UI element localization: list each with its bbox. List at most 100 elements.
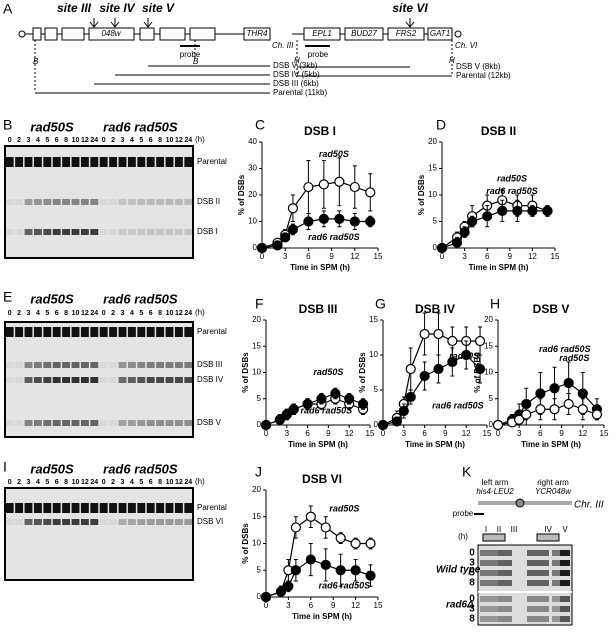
x-tick-label: 0: [496, 429, 501, 438]
panel-label: I: [3, 459, 7, 475]
gel-band: [165, 327, 174, 337]
gel-band: [109, 229, 118, 235]
series-label: rad50S: [497, 173, 527, 183]
lane-label: 12: [81, 137, 89, 144]
gel-band: [165, 420, 174, 426]
y-tick-label: 0: [257, 592, 262, 601]
gel-band: [118, 199, 127, 205]
gel-band: [498, 616, 512, 622]
y-tick-label: 15: [484, 341, 493, 350]
data-point: [303, 181, 314, 193]
data-point: [377, 419, 389, 431]
gel-band: [552, 580, 560, 586]
unit-label: (h): [195, 308, 205, 317]
gel-band: [109, 519, 118, 525]
gel-band: [90, 503, 99, 513]
panel-label: B: [3, 117, 12, 133]
y-tick-label: 20: [248, 190, 257, 199]
lane-label: 5: [139, 479, 143, 486]
lane-label: 24: [184, 479, 192, 486]
lane-label: 10: [166, 479, 174, 486]
gel-band: [5, 327, 14, 337]
data-point: [527, 205, 538, 216]
gel-band: [90, 199, 99, 205]
data-point: [335, 565, 346, 576]
strain-label: rad6 rad50S: [103, 291, 178, 306]
gel-band: [560, 580, 570, 586]
gel-band: [560, 616, 570, 622]
gel-band: [33, 519, 42, 525]
gel-band: [127, 199, 136, 205]
gel-band: [184, 362, 193, 368]
data-point: [459, 227, 470, 238]
gel-band: [5, 377, 14, 383]
strain-label: rad50S: [30, 119, 74, 134]
gel-band: [109, 327, 118, 337]
data-point: [482, 211, 493, 222]
gel-band: [33, 420, 42, 426]
x-tick-label: 0: [264, 429, 269, 438]
gel-band: [90, 229, 99, 235]
lane-label: 6: [55, 479, 59, 486]
panel-label: K: [462, 464, 472, 480]
gel-band: [33, 503, 42, 513]
gel-band: [146, 420, 155, 426]
gel-band: [174, 377, 183, 383]
x-tick-label: 15: [374, 601, 383, 610]
lane-label: 0: [8, 310, 12, 317]
gel-band: [62, 420, 71, 426]
gel-band: [99, 157, 108, 167]
chromosome-label: Ch. III: [272, 41, 294, 50]
gel-band: [156, 229, 165, 235]
y-tick-label: 20: [252, 315, 261, 324]
lane-label: 6: [55, 310, 59, 317]
x-tick-label: 9: [326, 429, 331, 438]
y-axis-label: % of DSBs: [237, 174, 246, 215]
gel-band: [90, 157, 99, 167]
lane-label: 3: [121, 137, 125, 144]
restriction-label: H: [449, 56, 455, 65]
data-point: [335, 533, 346, 544]
gel-band: [24, 503, 33, 513]
x-axis-label: Time in SPM (h): [290, 263, 350, 272]
x-tick-label: 9: [331, 601, 336, 610]
lane-label: 5: [45, 137, 49, 144]
lane-label: 10: [72, 137, 80, 144]
gel-band: [52, 519, 61, 525]
gel-band: [71, 199, 80, 205]
x-tick-label: 3: [283, 252, 288, 261]
time-label: 3: [469, 558, 475, 569]
chart-title: DSB VI: [302, 472, 342, 486]
chromosome-label: Chr. III: [574, 500, 604, 511]
site-arrows: [89, 18, 153, 28]
gel-band: [43, 327, 52, 337]
lane-label: 0: [102, 310, 106, 317]
gel-band: [90, 327, 99, 337]
x-axis-label: Time in SPM (h): [521, 440, 581, 449]
gene-box: [32, 27, 42, 41]
y-tick-label: 10: [484, 368, 493, 377]
gel-band: [184, 199, 193, 205]
time-label: 8: [469, 614, 475, 625]
gel-band: [156, 327, 165, 337]
gel-band: [80, 377, 89, 383]
chromosome-label: Ch. VI: [455, 41, 478, 50]
region-box: [536, 533, 560, 542]
lane-label: 5: [45, 310, 49, 317]
unit-label: (h): [195, 477, 205, 486]
series-label: rad6 rad50S: [486, 186, 538, 196]
panel-label: D: [436, 117, 446, 133]
strain-label: Wild type: [436, 565, 481, 576]
x-tick-label: 3: [286, 601, 291, 610]
x-tick-label: 6: [538, 429, 543, 438]
data-point: [349, 181, 360, 193]
band-label: DSB I: [197, 227, 218, 236]
data-point: [433, 363, 444, 375]
lane-label: 0: [102, 479, 106, 486]
gel-band: [527, 560, 549, 566]
gene-box: [159, 27, 186, 41]
gel-band: [118, 229, 127, 235]
arm-label: right arm: [537, 478, 569, 487]
series-label: rad50S: [313, 367, 343, 377]
gel-band: [43, 229, 52, 235]
